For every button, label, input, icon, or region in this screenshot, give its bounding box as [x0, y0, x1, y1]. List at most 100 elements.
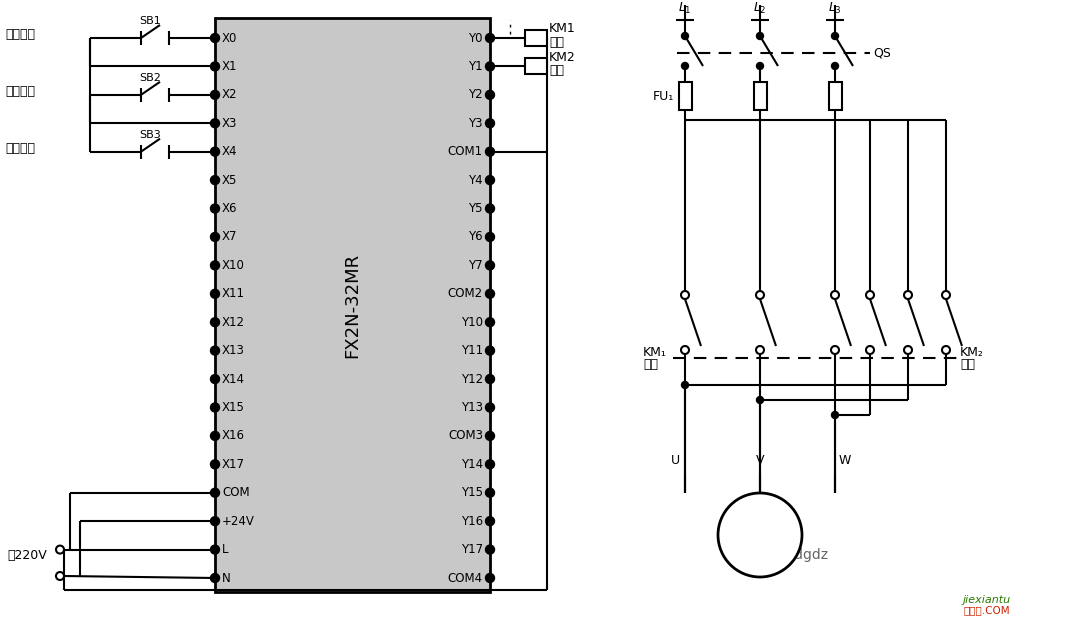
Text: SB1: SB1	[139, 16, 161, 26]
Circle shape	[486, 545, 495, 554]
Circle shape	[681, 346, 689, 354]
Circle shape	[211, 147, 219, 156]
Text: COM: COM	[222, 486, 249, 499]
Circle shape	[681, 62, 689, 69]
Circle shape	[486, 346, 495, 355]
Text: Y16: Y16	[461, 515, 483, 528]
Circle shape	[211, 574, 219, 583]
Circle shape	[211, 119, 219, 128]
Text: X12: X12	[222, 316, 245, 329]
Text: 接线图.COM: 接线图.COM	[963, 605, 1010, 615]
Circle shape	[211, 517, 219, 526]
Text: Y12: Y12	[461, 373, 483, 386]
Text: Y6: Y6	[469, 231, 483, 243]
Circle shape	[866, 291, 874, 299]
Circle shape	[756, 346, 764, 354]
Text: Y0: Y0	[469, 32, 483, 44]
Text: Y3: Y3	[469, 117, 483, 130]
Text: X17: X17	[222, 458, 245, 471]
Text: 正转: 正转	[549, 35, 564, 48]
Text: COM3: COM3	[448, 430, 483, 442]
Bar	[525, 59, 546, 74]
Text: X4: X4	[222, 145, 238, 158]
Text: 反转: 反转	[960, 357, 975, 371]
Text: SB2: SB2	[139, 73, 161, 83]
Circle shape	[56, 572, 64, 580]
Text: 微信号: cmpdgdz: 微信号: cmpdgdz	[730, 548, 828, 562]
Circle shape	[904, 346, 912, 354]
Bar	[215, 18, 490, 592]
Text: FX2N-32MR: FX2N-32MR	[343, 252, 362, 358]
Circle shape	[486, 403, 495, 412]
Text: Y4: Y4	[469, 174, 483, 187]
Circle shape	[756, 397, 764, 404]
Text: KM2: KM2	[549, 51, 576, 64]
Circle shape	[211, 232, 219, 242]
Text: Y17: Y17	[461, 543, 483, 556]
Text: QS: QS	[873, 46, 891, 59]
Circle shape	[486, 90, 495, 99]
Text: 反转: 反转	[549, 64, 564, 77]
Bar	[679, 82, 692, 110]
Circle shape	[904, 291, 912, 299]
Circle shape	[486, 232, 495, 242]
Circle shape	[486, 261, 495, 270]
Circle shape	[486, 62, 495, 71]
Text: Y13: Y13	[461, 401, 483, 414]
Text: X1: X1	[222, 60, 238, 73]
Circle shape	[831, 346, 839, 354]
Text: $L_2$: $L_2$	[753, 1, 767, 15]
Circle shape	[211, 403, 219, 412]
Text: +24V: +24V	[222, 515, 255, 528]
Circle shape	[211, 318, 219, 327]
Text: V: V	[756, 454, 765, 467]
Circle shape	[211, 545, 219, 554]
Circle shape	[486, 375, 495, 384]
Circle shape	[486, 318, 495, 327]
Text: jiexiantu: jiexiantu	[962, 595, 1010, 605]
Circle shape	[486, 204, 495, 213]
Text: U: U	[671, 454, 679, 467]
Circle shape	[681, 33, 689, 40]
Text: 正转: 正转	[643, 357, 658, 371]
Text: Y5: Y5	[469, 202, 483, 215]
Text: X0: X0	[222, 32, 238, 44]
Text: 反转按钮: 反转按钮	[5, 85, 35, 98]
Circle shape	[211, 176, 219, 185]
Circle shape	[681, 381, 689, 389]
Circle shape	[866, 346, 874, 354]
Circle shape	[211, 289, 219, 298]
Text: Y1: Y1	[469, 60, 483, 73]
Text: $L_3$: $L_3$	[828, 1, 842, 15]
Text: KM₂: KM₂	[960, 345, 984, 358]
Text: W: W	[839, 454, 851, 467]
Circle shape	[486, 33, 495, 43]
Text: X7: X7	[222, 231, 238, 243]
Circle shape	[832, 62, 838, 69]
Text: M: M	[753, 518, 767, 536]
Circle shape	[211, 346, 219, 355]
Text: COM2: COM2	[448, 287, 483, 300]
Circle shape	[681, 291, 689, 299]
Text: Y15: Y15	[461, 486, 483, 499]
Text: ～220V: ～220V	[6, 549, 46, 562]
Text: X15: X15	[222, 401, 245, 414]
Text: 3~: 3~	[751, 538, 769, 551]
Text: SB3: SB3	[139, 130, 161, 140]
Bar	[829, 82, 842, 110]
Text: Y11: Y11	[461, 344, 483, 357]
Text: X14: X14	[222, 373, 245, 386]
Text: FU₁: FU₁	[653, 90, 674, 103]
Circle shape	[718, 493, 802, 577]
Circle shape	[56, 546, 64, 554]
Circle shape	[756, 33, 764, 40]
Text: X10: X10	[222, 259, 245, 272]
Text: COM4: COM4	[448, 572, 483, 585]
Text: COM1: COM1	[448, 145, 483, 158]
Circle shape	[486, 517, 495, 526]
Text: KM₁: KM₁	[643, 345, 666, 358]
Text: L: L	[222, 543, 229, 556]
Circle shape	[211, 261, 219, 270]
Text: N: N	[222, 572, 231, 585]
Circle shape	[942, 291, 950, 299]
